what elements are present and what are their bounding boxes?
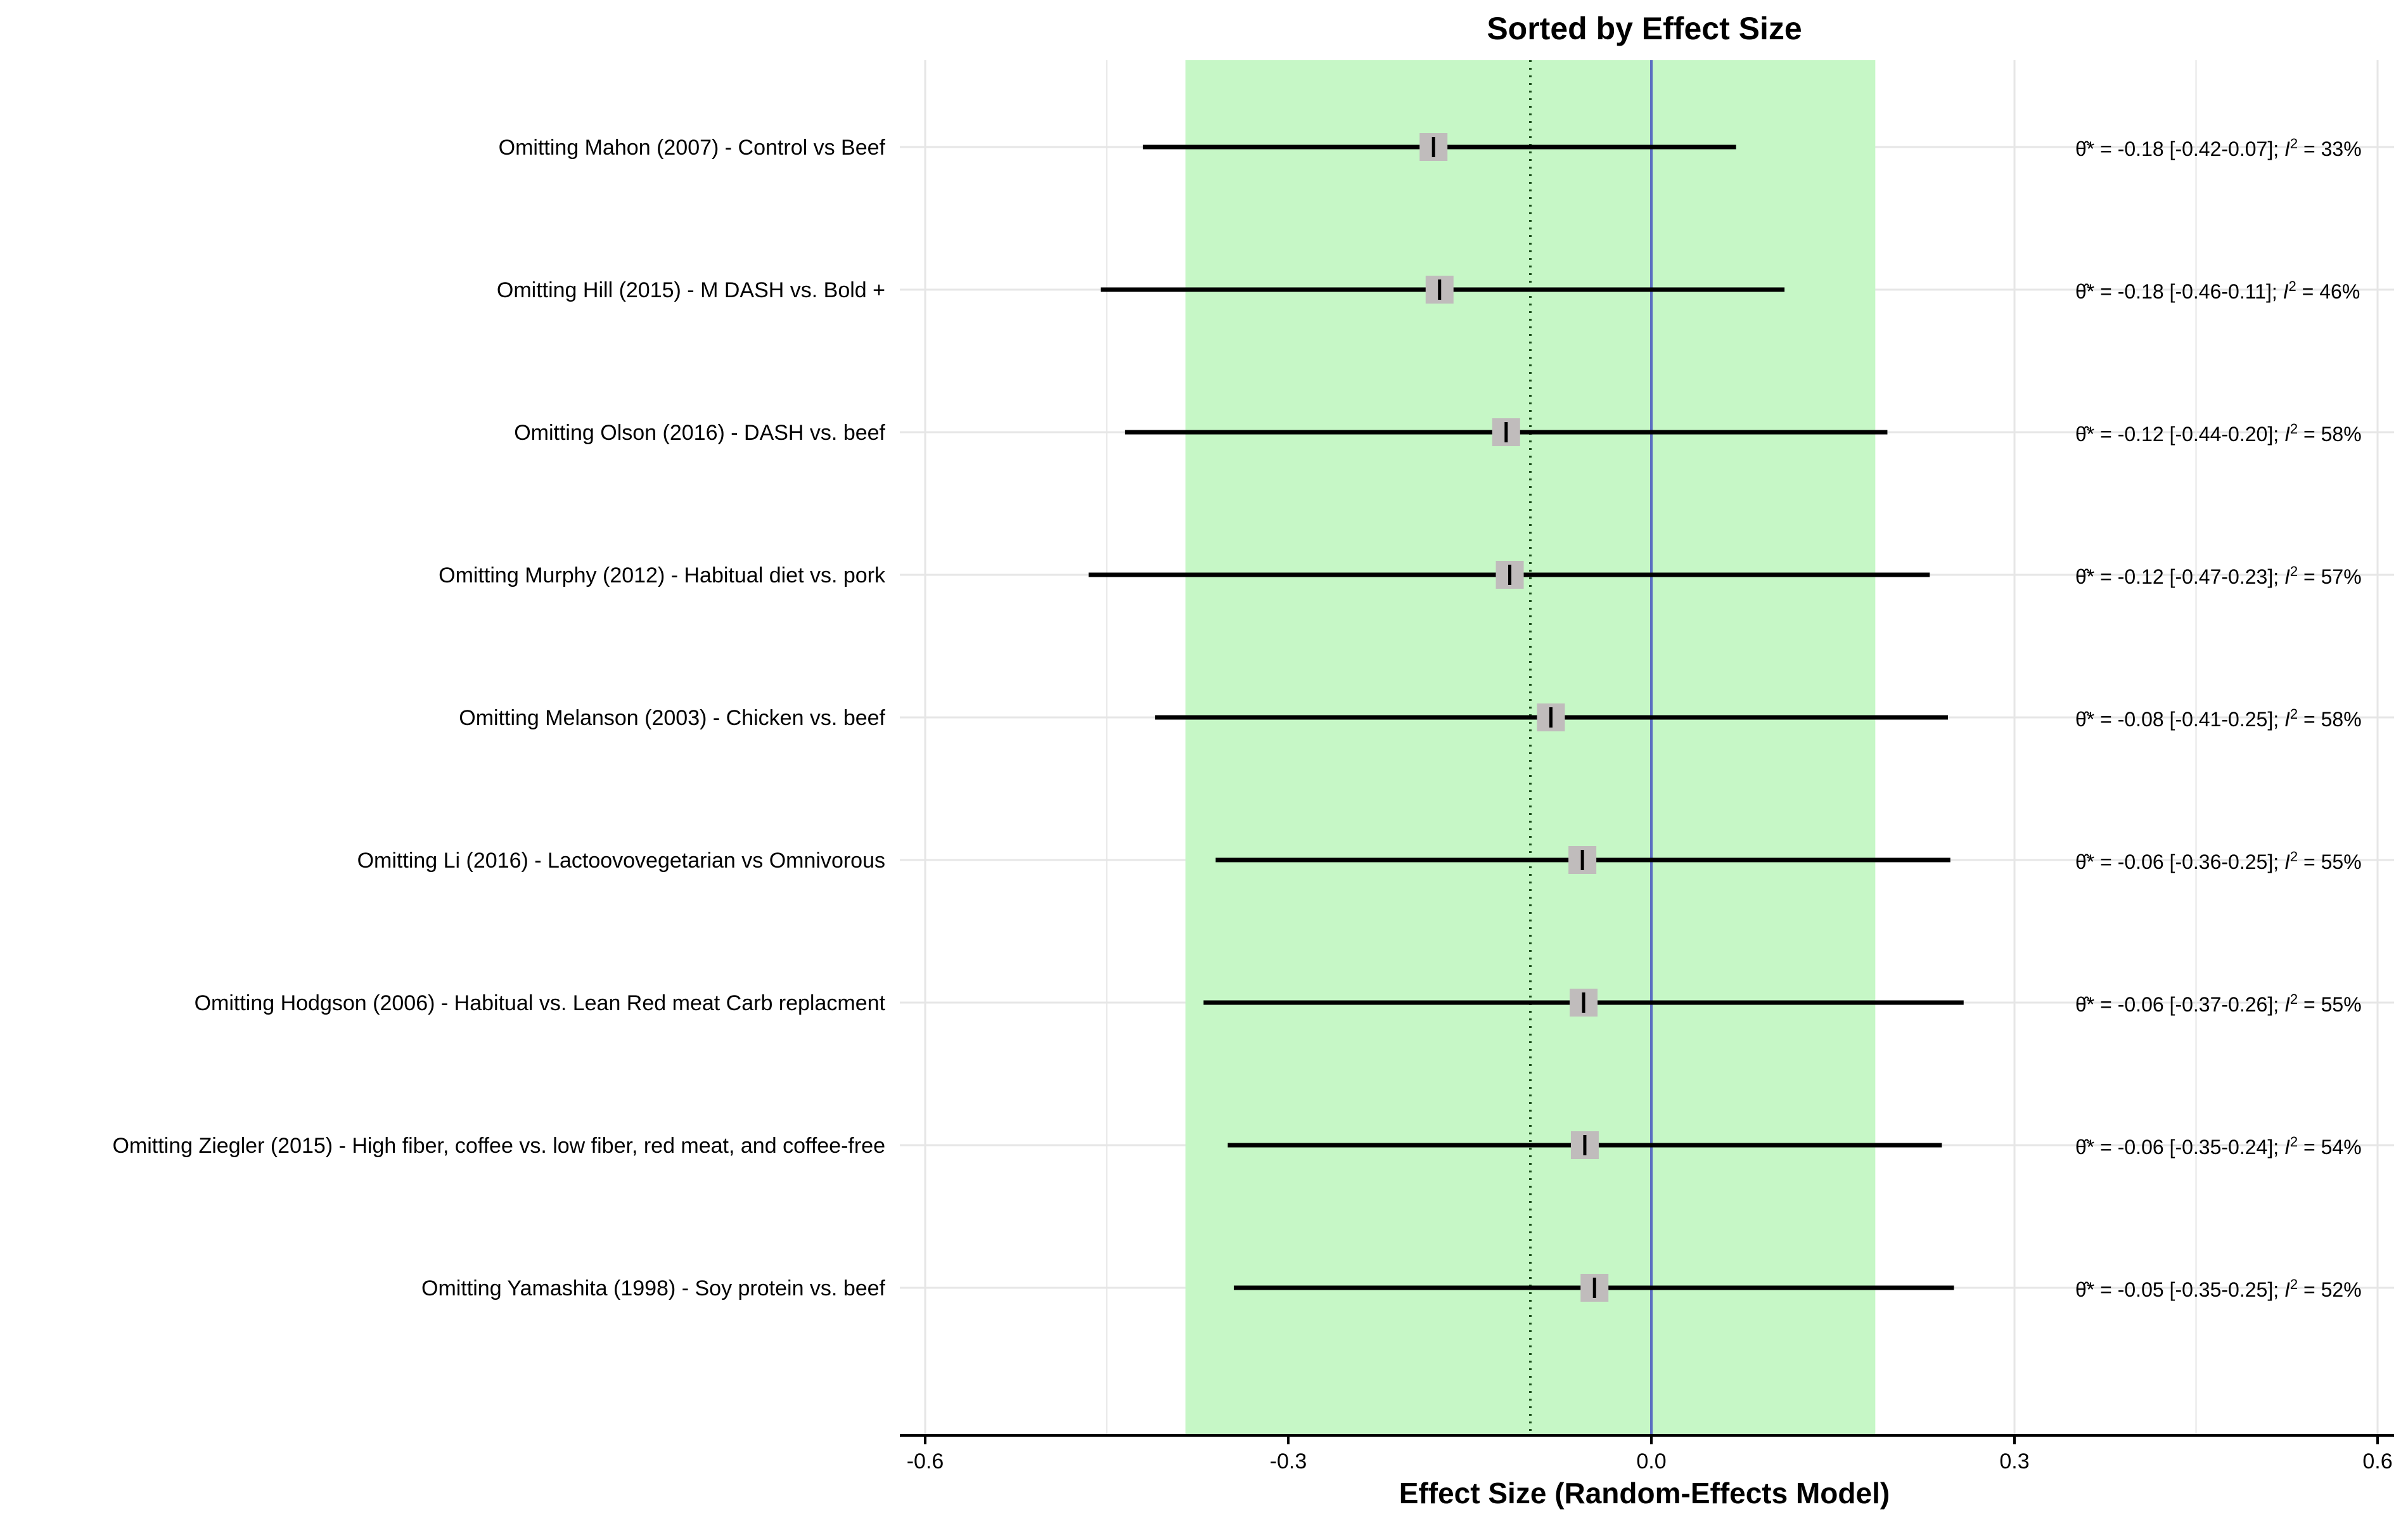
i2-symbol: I bbox=[2284, 565, 2290, 588]
annotation-value: = -0.12 [-0.44-0.20]; bbox=[2100, 423, 2284, 446]
study-label: Omitting Murphy (2012) - Habitual diet v… bbox=[439, 563, 886, 587]
i2-symbol: I bbox=[2284, 993, 2290, 1016]
i2-value: = 52% bbox=[2298, 1278, 2362, 1301]
study-label: Omitting Hodgson (2006) - Habitual vs. L… bbox=[195, 991, 886, 1015]
study-annotation: θ̂* = -0.12 [-0.44-0.20]; I2 = 58% bbox=[2075, 421, 2362, 446]
study-label: Omitting Yamashita (1998) - Soy protein … bbox=[421, 1276, 886, 1300]
i2-value: = 58% bbox=[2298, 423, 2362, 446]
study-rows: Omitting Mahon (2007) - Control vs Beef θ… bbox=[112, 133, 2362, 1302]
study-annotation: θ̂* = -0.08 [-0.41-0.25]; I2 = 58% bbox=[2075, 706, 2362, 731]
study-annotation: θ̂* = -0.12 [-0.47-0.23]; I2 = 57% bbox=[2075, 563, 2362, 589]
i2-value: = 55% bbox=[2298, 850, 2362, 873]
i2-superscript: 2 bbox=[2290, 706, 2298, 722]
i2-symbol: I bbox=[2283, 280, 2289, 303]
annotation-value: = -0.06 [-0.35-0.24]; bbox=[2100, 1136, 2284, 1158]
x-tick-label: 0.0 bbox=[1636, 1449, 1666, 1473]
theta-symbol: θ̂* bbox=[2075, 423, 2100, 446]
i2-value: = 33% bbox=[2298, 138, 2362, 160]
x-tick-label: 0.3 bbox=[1999, 1449, 2029, 1473]
i2-superscript: 2 bbox=[2290, 421, 2298, 437]
study-label: Omitting Melanson (2003) - Chicken vs. b… bbox=[459, 706, 885, 730]
study-annotation: θ̂* = -0.06 [-0.36-0.25]; I2 = 55% bbox=[2075, 849, 2362, 874]
i2-symbol: I bbox=[2284, 138, 2290, 160]
annotation-value: = -0.05 [-0.35-0.25]; bbox=[2100, 1278, 2284, 1301]
i2-superscript: 2 bbox=[2290, 1276, 2298, 1292]
x-tick-label: 0.6 bbox=[2362, 1449, 2392, 1473]
theta-symbol: θ̂* bbox=[2075, 993, 2100, 1016]
study-annotation: θ̂* = -0.05 [-0.35-0.25]; I2 = 52% bbox=[2075, 1276, 2362, 1302]
study-annotation: θ̂* = -0.06 [-0.35-0.24]; I2 = 54% bbox=[2075, 1134, 2362, 1159]
study-label: Omitting Li (2016) - Lactoovovegetarian … bbox=[357, 849, 885, 873]
i2-superscript: 2 bbox=[2290, 563, 2298, 579]
study-annotation: θ̂* = -0.18 [-0.42-0.07]; I2 = 33% bbox=[2075, 136, 2362, 161]
i2-symbol: I bbox=[2284, 1136, 2290, 1158]
i2-value: = 46% bbox=[2296, 280, 2360, 303]
study-label: Omitting Ziegler (2015) - High fiber, co… bbox=[112, 1134, 885, 1158]
x-axis-label: Effect Size (Random-Effects Model) bbox=[1399, 1477, 1890, 1510]
annotation-value: = -0.06 [-0.36-0.25]; bbox=[2100, 850, 2284, 873]
theta-symbol: θ̂* bbox=[2075, 1136, 2100, 1158]
i2-symbol: I bbox=[2284, 423, 2290, 446]
i2-superscript: 2 bbox=[2290, 1134, 2298, 1150]
theta-symbol: θ̂* bbox=[2075, 850, 2100, 873]
i2-value: = 55% bbox=[2298, 993, 2362, 1016]
study-label: Omitting Mahon (2007) - Control vs Beef bbox=[499, 136, 886, 160]
i2-value: = 54% bbox=[2298, 1136, 2362, 1158]
x-axis: -0.6 -0.3 0.0 0.3 0.6 bbox=[900, 1434, 2394, 1473]
x-tick-label: -0.3 bbox=[1270, 1449, 1307, 1473]
i2-symbol: I bbox=[2284, 1278, 2290, 1301]
theta-symbol: θ̂* bbox=[2075, 1278, 2100, 1301]
chart-title: Sorted by Effect Size bbox=[1487, 11, 1802, 46]
i2-value: = 58% bbox=[2298, 708, 2362, 731]
theta-symbol: θ̂* bbox=[2075, 280, 2100, 303]
theta-symbol: θ̂* bbox=[2075, 708, 2100, 731]
annotation-value: = -0.18 [-0.46-0.11]; bbox=[2100, 280, 2283, 303]
theta-symbol: θ̂* bbox=[2075, 565, 2100, 588]
annotation-value: = -0.08 [-0.41-0.25]; bbox=[2100, 708, 2284, 731]
x-tick-label: -0.6 bbox=[907, 1449, 944, 1473]
annotation-value: = -0.06 [-0.37-0.26]; bbox=[2100, 993, 2284, 1016]
study-label: Omitting Olson (2016) - DASH vs. beef bbox=[514, 421, 885, 445]
annotation-value: = -0.18 [-0.42-0.07]; bbox=[2100, 138, 2284, 160]
i2-superscript: 2 bbox=[2290, 136, 2298, 151]
i2-symbol: I bbox=[2284, 708, 2290, 731]
i2-superscript: 2 bbox=[2290, 849, 2298, 864]
study-label: Omitting Hill (2015) - M DASH vs. Bold + bbox=[497, 278, 885, 302]
study-annotation: θ̂* = -0.06 [-0.37-0.26]; I2 = 55% bbox=[2075, 991, 2362, 1017]
i2-symbol: I bbox=[2284, 850, 2290, 873]
annotation-value: = -0.12 [-0.47-0.23]; bbox=[2100, 565, 2284, 588]
study-annotation: θ̂* = -0.18 [-0.46-0.11]; I2 = 46% bbox=[2075, 278, 2360, 304]
i2-value: = 57% bbox=[2298, 565, 2362, 588]
i2-superscript: 2 bbox=[2290, 991, 2298, 1007]
i2-superscript: 2 bbox=[2289, 278, 2296, 294]
theta-symbol: θ̂* bbox=[2075, 138, 2100, 160]
